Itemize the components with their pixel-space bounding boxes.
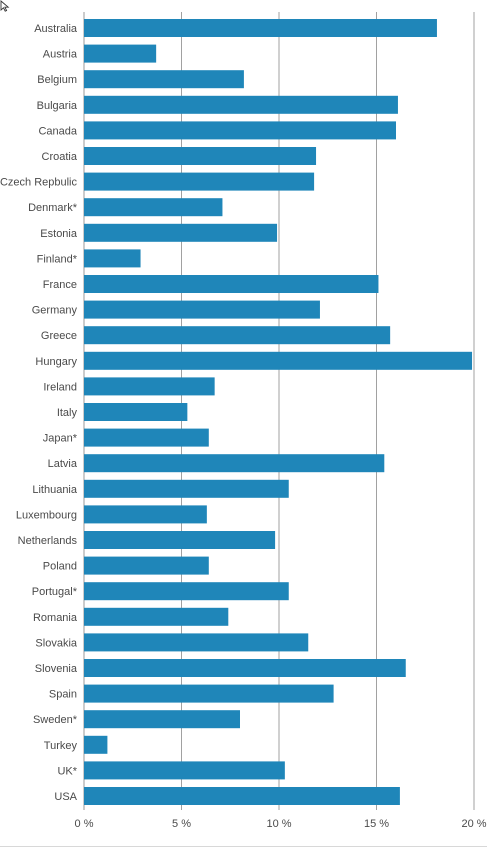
bar-france <box>84 275 379 293</box>
bar-ireland <box>84 377 215 396</box>
bar-slovenia <box>84 659 406 677</box>
category-label: Finland* <box>37 253 78 265</box>
bar-bulgaria <box>84 95 398 114</box>
category-label: Ireland <box>43 381 77 393</box>
x-tick-label: 5 % <box>172 818 191 830</box>
category-label: Netherlands <box>18 535 78 547</box>
bar-poland <box>84 556 209 575</box>
bar-usa <box>84 787 400 805</box>
mouse-cursor-icon <box>0 0 10 12</box>
category-label: Portugal* <box>32 586 78 598</box>
category-label: Austria <box>43 49 78 61</box>
bar-italy <box>84 403 188 421</box>
bar-austria <box>84 44 157 63</box>
bar-croatia <box>84 147 317 165</box>
category-label: Slovenia <box>35 663 78 675</box>
bar-luxembourg <box>84 505 207 524</box>
bar-netherlands <box>84 531 276 549</box>
category-label: Denmark* <box>28 202 78 214</box>
x-tick-label: 15 % <box>364 818 389 830</box>
x-tick-label: 10 % <box>266 818 291 830</box>
bar-uk <box>84 761 285 780</box>
category-label: Sweden* <box>33 714 78 726</box>
bar-slovakia <box>84 633 309 652</box>
bar-hungary <box>84 351 473 370</box>
bar-belgium <box>84 70 244 89</box>
category-label: Lithuania <box>32 484 78 496</box>
category-label: Latvia <box>48 458 78 470</box>
bar-germany <box>84 300 320 319</box>
bar-turkey <box>84 735 108 754</box>
category-label: Slovakia <box>35 637 77 649</box>
bar-spain <box>84 684 334 703</box>
x-tick-label: 0 % <box>75 818 94 830</box>
bar-czech-repbulic <box>84 172 315 191</box>
bar-sweden <box>84 710 240 729</box>
category-label: Czech Repbulic <box>0 177 77 189</box>
bar-latvia <box>84 454 385 473</box>
category-label: Estonia <box>40 228 78 240</box>
category-label: Canada <box>38 125 77 137</box>
bar-canada <box>84 121 396 140</box>
category-label: Australia <box>34 23 78 35</box>
bar-denmark <box>84 198 223 217</box>
category-label: USA <box>54 791 77 803</box>
category-label: Japan* <box>43 433 78 445</box>
bar-finland <box>84 249 141 268</box>
category-label: UK* <box>57 765 77 777</box>
x-tick-label: 20 % <box>461 818 486 830</box>
category-label: Turkey <box>44 740 78 752</box>
category-label: Germany <box>32 305 78 317</box>
category-label: Romania <box>33 612 78 624</box>
bar-japan <box>84 428 209 447</box>
bottom-divider <box>0 846 487 847</box>
bar-greece <box>84 326 391 345</box>
category-label: Luxembourg <box>16 509 77 521</box>
category-label: Spain <box>49 689 77 701</box>
category-label: Hungary <box>35 356 77 368</box>
category-label: France <box>43 279 77 291</box>
category-label: Greece <box>41 330 77 342</box>
bar-estonia <box>84 223 278 242</box>
bar-romania <box>84 607 229 626</box>
category-label: Croatia <box>42 151 78 163</box>
category-label: Italy <box>57 407 78 419</box>
bar-portugal <box>84 582 289 601</box>
category-label: Poland <box>43 561 77 573</box>
bar-lithuania <box>84 479 289 498</box>
category-label: Bulgaria <box>37 100 78 112</box>
bar-australia <box>84 19 437 37</box>
category-label: Belgium <box>37 74 77 86</box>
